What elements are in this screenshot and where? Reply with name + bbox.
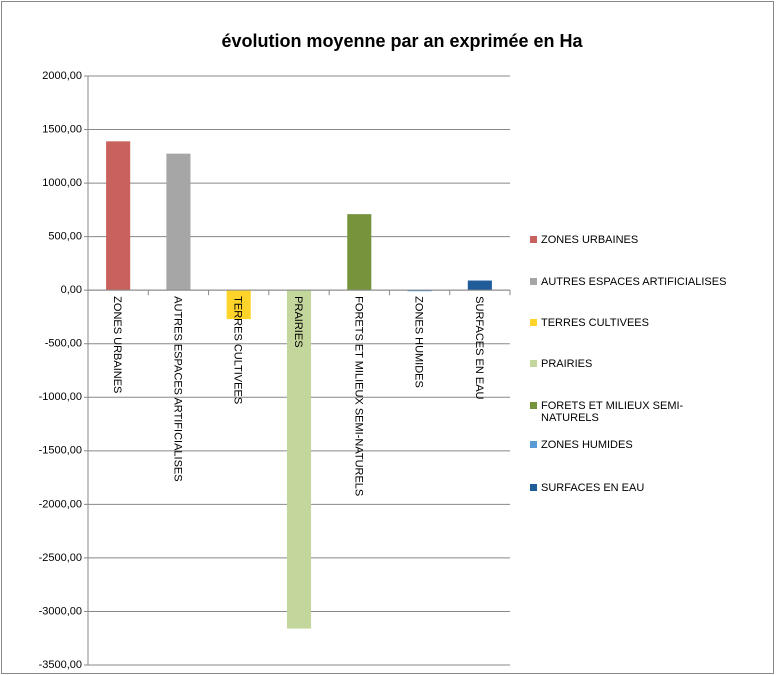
legend-swatch (530, 441, 537, 448)
legend-label: FORETS ET MILIEUX SEMI-NATURELS (541, 400, 684, 424)
y-tick-label: -500,00 (45, 338, 82, 350)
legend-item: TERRES CULTIVEES (530, 317, 770, 329)
x-tick-label: SURFACES EN EAU (473, 296, 485, 399)
y-tick-label: -2000,00 (39, 498, 82, 510)
x-tick-label: FORETS ET MILIEUX SEMI-NATURELS (352, 296, 364, 496)
legend-swatch (530, 278, 537, 285)
bar (106, 141, 131, 291)
bar (407, 290, 432, 292)
x-tick-label: TERRES CULTIVEES (232, 296, 244, 404)
legend-swatch (530, 319, 537, 326)
y-tick-label: 0,00 (61, 284, 82, 296)
y-tick-label: 2000,00 (42, 70, 82, 82)
x-tick-label: ZONES URBAINES (111, 296, 123, 393)
legend-label: SURFACES EN EAU (541, 482, 645, 494)
y-tick-label: -1500,00 (39, 445, 82, 457)
y-tick-label: -1000,00 (39, 391, 82, 403)
bar (166, 153, 191, 291)
legend-item: FORETS ET MILIEUX SEMI-NATURELS (530, 400, 770, 424)
x-tick-label: PRAIRIES (292, 296, 304, 347)
legend-item: ZONES HUMIDES (530, 439, 770, 451)
legend-label: ZONES URBAINES (541, 234, 639, 246)
legend-item: AUTRES ESPACES ARTIFICIALISES (530, 276, 770, 288)
x-tick-label: ZONES HUMIDES (413, 296, 425, 388)
bar (347, 214, 372, 291)
chart-title: évolution moyenne par an exprimée en Ha (221, 31, 583, 51)
legend-item: ZONES URBAINES (530, 234, 770, 246)
bar (286, 290, 312, 629)
legend-label: PRAIRIES (541, 358, 593, 370)
y-tick-label: 500,00 (48, 231, 82, 243)
legend-swatch (530, 236, 537, 243)
bar (467, 280, 492, 291)
y-tick-label: 1000,00 (42, 177, 82, 189)
legend-swatch (530, 484, 537, 491)
legend-item: SURFACES EN EAU (530, 482, 770, 494)
legend-swatch (530, 402, 537, 409)
x-tick-label: AUTRES ESPACES ARTIFICIALISES (171, 296, 183, 481)
y-tick-label: 1500,00 (42, 123, 82, 135)
legend-label: TERRES CULTIVEES (541, 317, 649, 329)
legend-label: ZONES HUMIDES (541, 439, 633, 451)
legend-label: AUTRES ESPACES ARTIFICIALISES (541, 276, 727, 288)
legend-item: PRAIRIES (530, 358, 770, 370)
bar (226, 290, 251, 320)
y-tick-label: -2500,00 (39, 552, 82, 564)
legend-swatch (530, 360, 537, 367)
y-tick-label: -3500,00 (39, 659, 82, 671)
y-tick-label: -3000,00 (39, 605, 82, 617)
